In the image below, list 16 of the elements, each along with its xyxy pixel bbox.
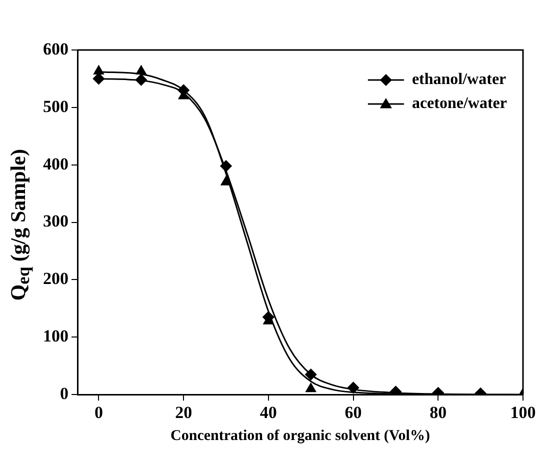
y-tick-label: 600 — [43, 39, 68, 58]
legend-label: acetone/water — [412, 95, 507, 112]
y-tick-label: 0 — [60, 384, 68, 403]
x-tick-label: 40 — [260, 403, 277, 422]
x-tick-label: 20 — [175, 403, 192, 422]
y-tick-label: 500 — [43, 96, 68, 116]
x-tick-label: 100 — [510, 403, 536, 422]
y-tick-label: 100 — [43, 326, 68, 346]
x-tick-label: 0 — [94, 403, 103, 422]
x-tick-label: 60 — [344, 403, 362, 422]
y-tick-label: 200 — [43, 269, 68, 288]
legend-label: ethanol/water — [412, 71, 506, 88]
y-tick-label: 400 — [43, 154, 68, 174]
x-tick-label: 80 — [430, 403, 447, 422]
x-axis-title: Concentration of organic solvent (Vol%) — [170, 428, 430, 444]
y-tick-label: 300 — [43, 212, 68, 231]
